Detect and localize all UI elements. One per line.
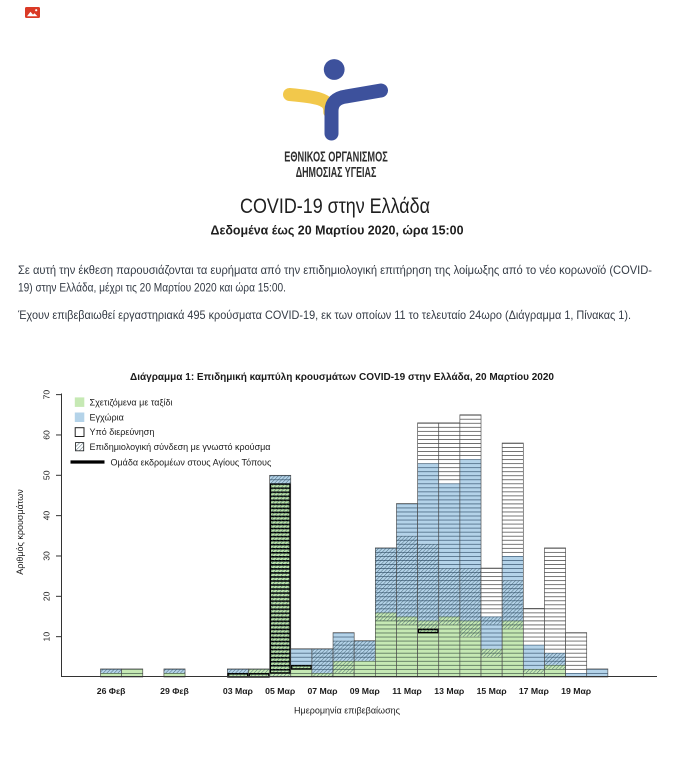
svg-text:60: 60 [42, 430, 52, 440]
svg-text:Ομάδα εκδρομέων στους Αγίους Τ: Ομάδα εκδρομέων στους Αγίους Τόπους [111, 457, 272, 467]
svg-text:Σχετιζόμενα με ταξίδι: Σχετιζόμενα με ταξίδι [90, 397, 173, 407]
svg-text:20: 20 [42, 591, 52, 601]
svg-text:ΔΗΜΟΣΙΑΣ ΥΓΕΙΑΣ: ΔΗΜΟΣΙΑΣ ΥΓΕΙΑΣ [296, 164, 377, 181]
svg-text:Αριθμός κρουσμάτων: Αριθμός κρουσμάτων [15, 489, 25, 575]
svg-text:10: 10 [42, 632, 52, 642]
svg-text:19) στην Ελλάδα, μέχρι τις 20: 19) στην Ελλάδα, μέχρι τις 20 Μαρτίου 20… [18, 281, 286, 295]
svg-text:Έχουν επιβεβαιωθεί εργαστηριακ: Έχουν επιβεβαιωθεί εργαστηριακά 495 κρού… [17, 308, 631, 322]
svg-text:Υπό διερεύνηση: Υπό διερεύνηση [90, 427, 155, 437]
svg-text:Δεδομένα έως 20 Μαρτίου 2020,: Δεδομένα έως 20 Μαρτίου 2020, ώρα 15:00 [211, 223, 464, 238]
svg-text:Διάγραμμα 1: Επιδημική καμπύλη: Διάγραμμα 1: Επιδημική καμπύλη κρουσμάτω… [130, 372, 554, 383]
svg-text:26 Φεβ: 26 Φεβ [97, 686, 126, 696]
svg-text:Επιδημιολογική σύνδεση με γνωσ: Επιδημιολογική σύνδεση με γνωστό κρούσμα [90, 442, 271, 452]
svg-text:70: 70 [42, 390, 52, 400]
svg-text:11 Μαρ: 11 Μαρ [392, 686, 422, 696]
svg-text:30: 30 [42, 551, 52, 561]
svg-text:Εγχώρια: Εγχώρια [90, 412, 124, 422]
svg-text:09 Μαρ: 09 Μαρ [350, 686, 381, 696]
svg-text:29 Φεβ: 29 Φεβ [160, 686, 189, 696]
svg-text:Ημερομηνία επιβεβαίωσης: Ημερομηνία επιβεβαίωσης [294, 706, 401, 716]
svg-text:Σε αυτή την έκθεση παρουσιάζον: Σε αυτή την έκθεση παρουσιάζονται τα ευρ… [18, 263, 652, 277]
svg-text:13 Μαρ: 13 Μαρ [434, 686, 465, 696]
svg-text:ΕΘΝΙΚΟΣ ΟΡΓΑΝΙΣΜΟΣ: ΕΘΝΙΚΟΣ ΟΡΓΑΝΙΣΜΟΣ [284, 149, 388, 166]
svg-text:05 Μαρ: 05 Μαρ [265, 686, 296, 696]
svg-text:50: 50 [42, 470, 52, 480]
svg-text:COVID-19 στην Ελλάδα: COVID-19 στην Ελλάδα [240, 194, 430, 218]
svg-text:19 Μαρ: 19 Μαρ [561, 686, 592, 696]
svg-text:15 Μαρ: 15 Μαρ [477, 686, 508, 696]
svg-text:40: 40 [42, 511, 52, 521]
svg-text:17 Μαρ: 17 Μαρ [519, 686, 550, 696]
svg-text:03 Μαρ: 03 Μαρ [223, 686, 254, 696]
svg-text:07 Μαρ: 07 Μαρ [307, 686, 338, 696]
